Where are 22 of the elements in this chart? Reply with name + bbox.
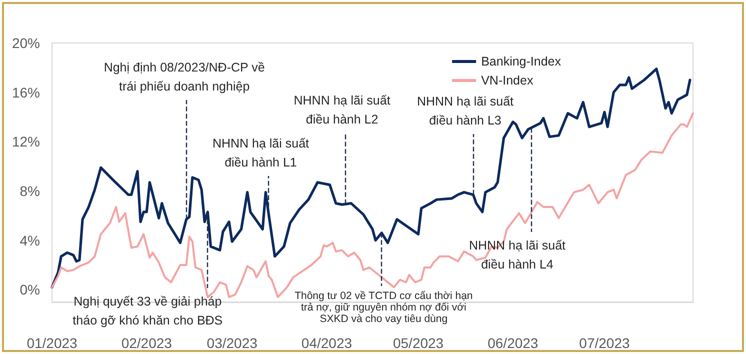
ref-line-label: NHNN hạ lãi suất điều hành L4 xyxy=(468,238,566,272)
x-tick-label: 06/2023 xyxy=(488,335,538,351)
y-tick-label: 20% xyxy=(12,35,40,51)
ref-line-label: Thông tư 02 về TCTD cơ cấu thời hạn trả nợ, giữ nguyên nhóm nợ đối với SXKD và cho vay tiêu dùng xyxy=(294,290,473,325)
x-tick-label: 07/2023 xyxy=(579,335,630,351)
x-tick-label: 04/2023 xyxy=(301,335,352,351)
legend-label: VN-Index xyxy=(481,74,534,88)
x-tick-label: 05/2023 xyxy=(392,335,444,351)
x-tick-label: 02/2023 xyxy=(121,335,172,351)
x-tick-label: 03/2023 xyxy=(206,335,258,351)
ref-line-label: NHNN hạ lãi suất điều hành L2 xyxy=(294,94,391,126)
legend-label: Banking-Index xyxy=(481,54,562,68)
ref-line-label: NHNN hạ lãi suất điều hành L3 xyxy=(416,94,514,128)
y-tick-label: 0% xyxy=(20,282,40,298)
ref-line-label: Nghị quyết 33 về giải pháp tháo gỡ khó khăn cho BĐS xyxy=(72,294,223,328)
ref-line-label: NHNN hạ lãi suất điều hành L1 xyxy=(212,136,310,170)
ref-line-label: Nghị định 08/2023/NĐ-CP về trái phiếu doanh nghiệp xyxy=(104,60,265,94)
y-tick-label: 8% xyxy=(20,183,40,199)
y-tick-label: 12% xyxy=(12,134,40,150)
y-tick-label: 4% xyxy=(20,232,40,248)
y-tick-label: 16% xyxy=(12,84,40,100)
x-tick-label: 01/2023 xyxy=(26,335,78,351)
